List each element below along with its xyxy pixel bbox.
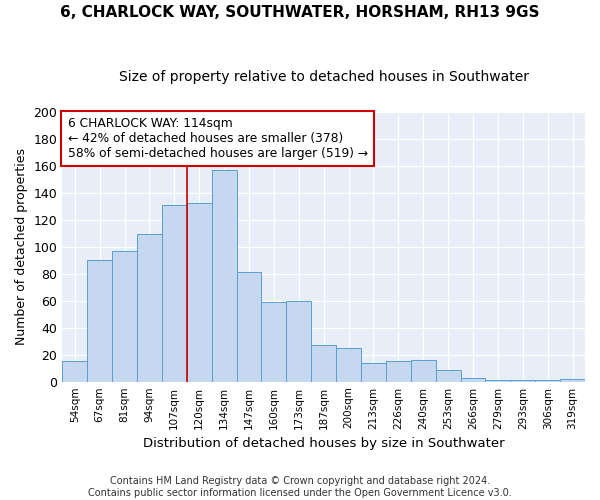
Bar [162,204,187,382]
X-axis label: Distribution of detached houses by size in Southwater: Distribution of detached houses by size … [143,437,505,450]
Y-axis label: Number of detached properties: Number of detached properties [15,148,28,345]
Bar [560,379,585,382]
Title: Size of property relative to detached houses in Southwater: Size of property relative to detached ho… [119,70,529,84]
Bar [311,345,336,382]
Bar [386,362,411,382]
Bar [511,380,535,382]
Bar [436,370,461,382]
Text: 6 CHARLOCK WAY: 114sqm
← 42% of detached houses are smaller (378)
58% of semi-de: 6 CHARLOCK WAY: 114sqm ← 42% of detached… [68,117,368,160]
Bar [361,363,386,382]
Bar [187,204,212,382]
Text: 6, CHARLOCK WAY, SOUTHWATER, HORSHAM, RH13 9GS: 6, CHARLOCK WAY, SOUTHWATER, HORSHAM, RH… [60,5,540,20]
Bar [461,378,485,382]
Bar [336,348,361,382]
Bar [262,302,286,382]
Bar [137,234,162,382]
Bar [411,360,436,382]
Bar [212,170,236,382]
Bar [535,380,560,382]
Bar [112,250,137,382]
Bar [62,362,87,382]
Bar [236,272,262,382]
Bar [87,260,112,382]
Bar [286,300,311,382]
Text: Contains HM Land Registry data © Crown copyright and database right 2024.
Contai: Contains HM Land Registry data © Crown c… [88,476,512,498]
Bar [485,380,511,382]
